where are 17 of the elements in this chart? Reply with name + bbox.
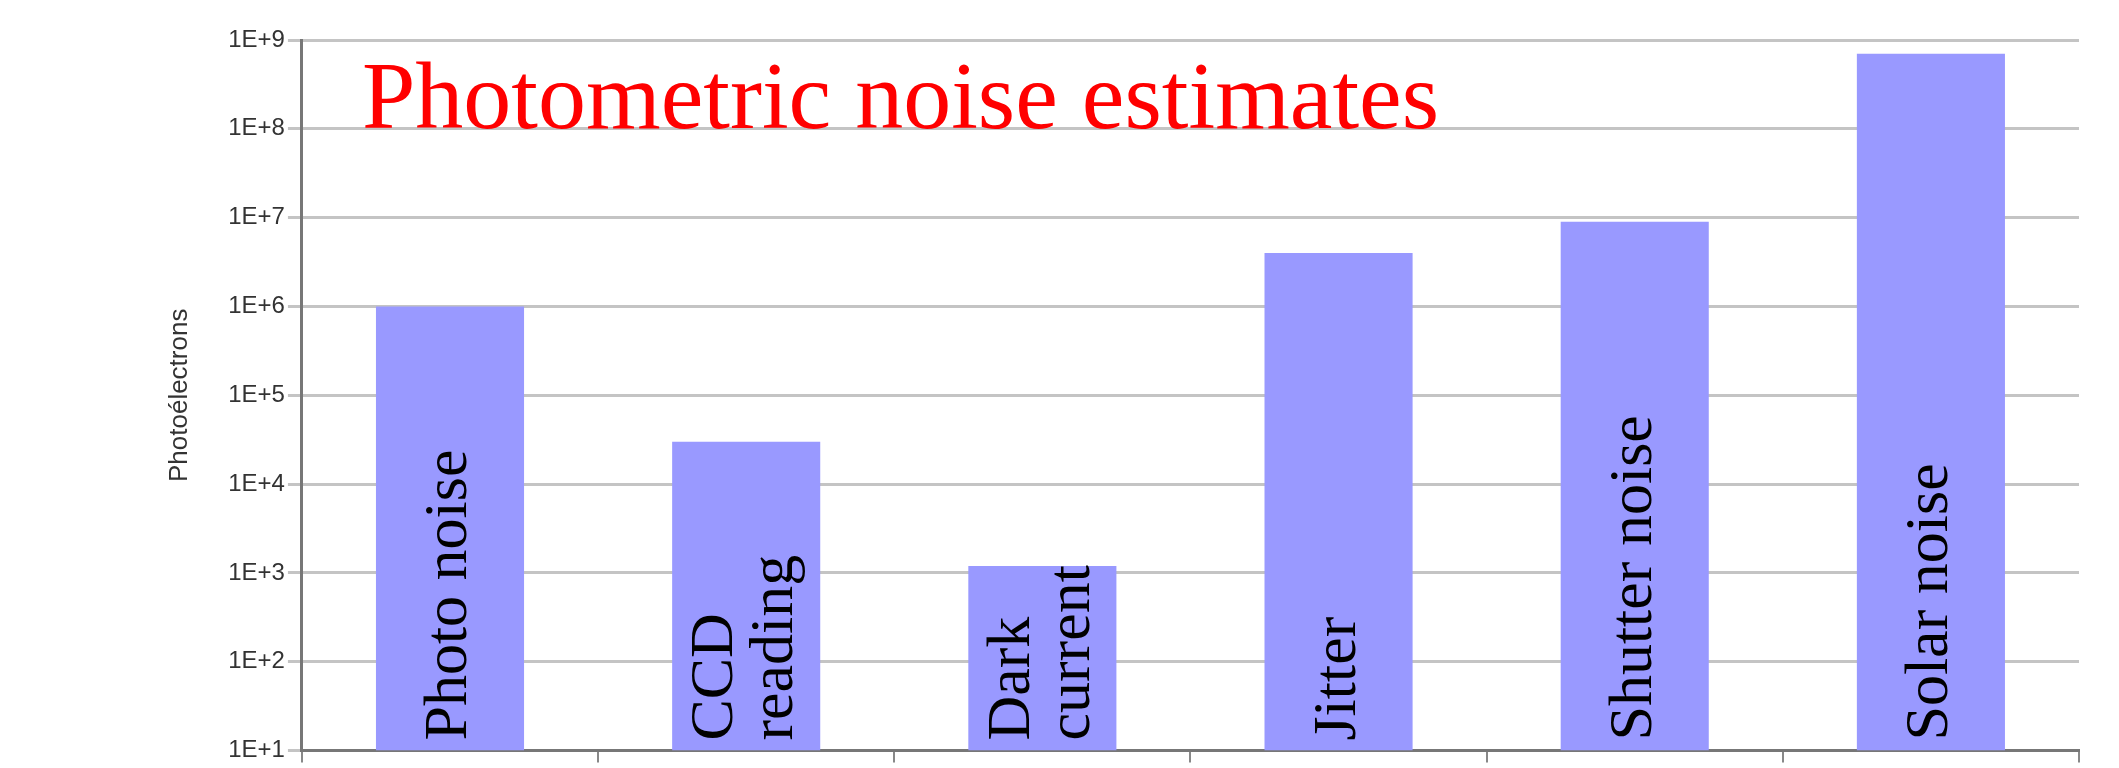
- y-tick-label: 1E+2: [228, 646, 285, 674]
- x-tick-label: Shutter noise: [1596, 415, 1665, 741]
- x-tick-label: Photo noise: [411, 449, 480, 741]
- y-tick-label: 1E+5: [228, 379, 285, 407]
- y-tick-label: 1E+3: [228, 557, 285, 585]
- y-tick-label: 1E+9: [228, 24, 285, 52]
- y-tick-label: 1E+6: [228, 291, 285, 319]
- chart-title: Photometric noise estimates: [361, 42, 1440, 149]
- y-tick-label: 1E+1: [228, 735, 285, 763]
- x-tick-label: Jitter: [1299, 616, 1368, 741]
- x-tick-label: Solar noise: [1892, 463, 1961, 741]
- y-tick-label: 1E+4: [228, 468, 285, 496]
- y-axis-title: Photoélectrons: [162, 308, 193, 483]
- x-tick-label: CCD reading: [677, 554, 806, 741]
- y-tick-label: 1E+7: [228, 202, 285, 230]
- x-tick-label: Dark current: [973, 565, 1102, 741]
- y-tick-label: 1E+8: [228, 113, 285, 141]
